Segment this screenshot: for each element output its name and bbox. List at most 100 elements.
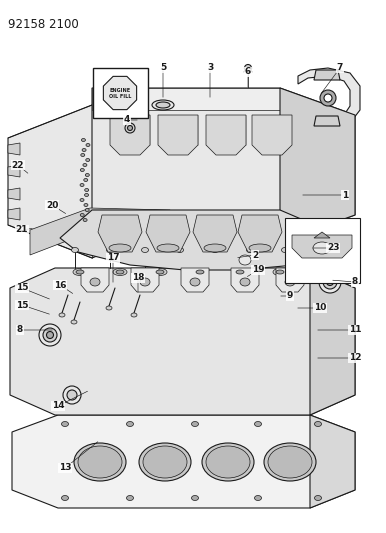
Ellipse shape (39, 324, 61, 346)
Ellipse shape (80, 168, 84, 172)
Ellipse shape (153, 269, 167, 276)
Ellipse shape (85, 189, 89, 191)
Polygon shape (276, 268, 304, 292)
Polygon shape (110, 115, 150, 155)
Ellipse shape (127, 125, 132, 131)
Ellipse shape (106, 306, 112, 310)
Ellipse shape (74, 443, 126, 481)
Text: 19: 19 (252, 265, 264, 274)
Text: 21: 21 (16, 225, 28, 235)
Ellipse shape (76, 270, 84, 274)
Polygon shape (8, 143, 20, 155)
Ellipse shape (327, 279, 334, 286)
Text: 1: 1 (342, 190, 348, 199)
Ellipse shape (202, 443, 254, 481)
Text: 4: 4 (124, 116, 130, 125)
Polygon shape (292, 235, 352, 258)
Polygon shape (103, 76, 137, 110)
Polygon shape (10, 268, 355, 415)
Polygon shape (81, 268, 109, 292)
Text: 13: 13 (59, 464, 71, 472)
Ellipse shape (84, 179, 88, 182)
Ellipse shape (73, 269, 87, 276)
Ellipse shape (61, 496, 68, 500)
Ellipse shape (127, 496, 134, 500)
Polygon shape (158, 115, 198, 155)
Text: 2: 2 (252, 251, 258, 260)
Ellipse shape (80, 214, 84, 216)
Ellipse shape (315, 496, 322, 500)
Ellipse shape (83, 219, 87, 222)
Polygon shape (238, 215, 282, 252)
Text: 11: 11 (349, 326, 361, 335)
Polygon shape (231, 268, 259, 292)
Ellipse shape (78, 446, 122, 478)
Text: 15: 15 (16, 301, 28, 310)
Ellipse shape (125, 123, 135, 133)
Text: 9: 9 (287, 292, 293, 301)
Ellipse shape (319, 271, 341, 293)
Polygon shape (181, 268, 209, 292)
Polygon shape (98, 215, 142, 252)
Ellipse shape (86, 158, 90, 161)
Ellipse shape (152, 100, 174, 110)
Text: 10: 10 (314, 303, 326, 312)
Polygon shape (92, 88, 280, 110)
Ellipse shape (196, 270, 204, 274)
Text: 17: 17 (107, 254, 119, 262)
Ellipse shape (116, 270, 124, 274)
Ellipse shape (281, 247, 288, 253)
Ellipse shape (254, 422, 261, 426)
Polygon shape (298, 68, 360, 128)
Text: 3: 3 (207, 63, 213, 72)
Ellipse shape (240, 278, 250, 286)
Ellipse shape (113, 269, 127, 276)
Ellipse shape (127, 422, 134, 426)
Text: 92158 2100: 92158 2100 (8, 18, 79, 31)
Polygon shape (193, 215, 237, 252)
Text: ENGINE: ENGINE (110, 87, 130, 93)
Text: 23: 23 (327, 244, 339, 253)
Polygon shape (30, 208, 170, 255)
Ellipse shape (193, 269, 207, 276)
Ellipse shape (80, 198, 84, 201)
Ellipse shape (191, 496, 198, 500)
Text: 12: 12 (349, 353, 361, 362)
Ellipse shape (190, 278, 200, 286)
Text: 16: 16 (54, 280, 66, 289)
Ellipse shape (140, 278, 150, 286)
Ellipse shape (46, 332, 54, 338)
Ellipse shape (43, 328, 57, 342)
Ellipse shape (85, 208, 89, 212)
Text: 6: 6 (245, 68, 251, 77)
Ellipse shape (81, 154, 85, 157)
Ellipse shape (61, 422, 68, 426)
Text: 7: 7 (337, 63, 343, 72)
Ellipse shape (323, 275, 337, 289)
Ellipse shape (131, 313, 137, 317)
Ellipse shape (206, 446, 250, 478)
Ellipse shape (264, 443, 316, 481)
Ellipse shape (212, 247, 218, 253)
Polygon shape (310, 415, 355, 508)
Ellipse shape (80, 183, 84, 187)
Ellipse shape (254, 496, 261, 500)
Ellipse shape (233, 269, 247, 276)
Ellipse shape (204, 244, 226, 252)
Polygon shape (314, 116, 340, 126)
Polygon shape (8, 188, 20, 200)
Ellipse shape (139, 443, 191, 481)
Ellipse shape (313, 242, 331, 254)
Ellipse shape (86, 143, 90, 147)
Text: 15: 15 (16, 284, 28, 293)
Polygon shape (92, 88, 355, 242)
Ellipse shape (59, 313, 65, 317)
Text: 5: 5 (160, 63, 166, 72)
Polygon shape (8, 105, 175, 258)
Polygon shape (314, 70, 340, 80)
Polygon shape (206, 115, 246, 155)
Polygon shape (310, 268, 355, 415)
Ellipse shape (191, 422, 198, 426)
Polygon shape (252, 115, 292, 155)
Text: 8: 8 (352, 278, 358, 287)
